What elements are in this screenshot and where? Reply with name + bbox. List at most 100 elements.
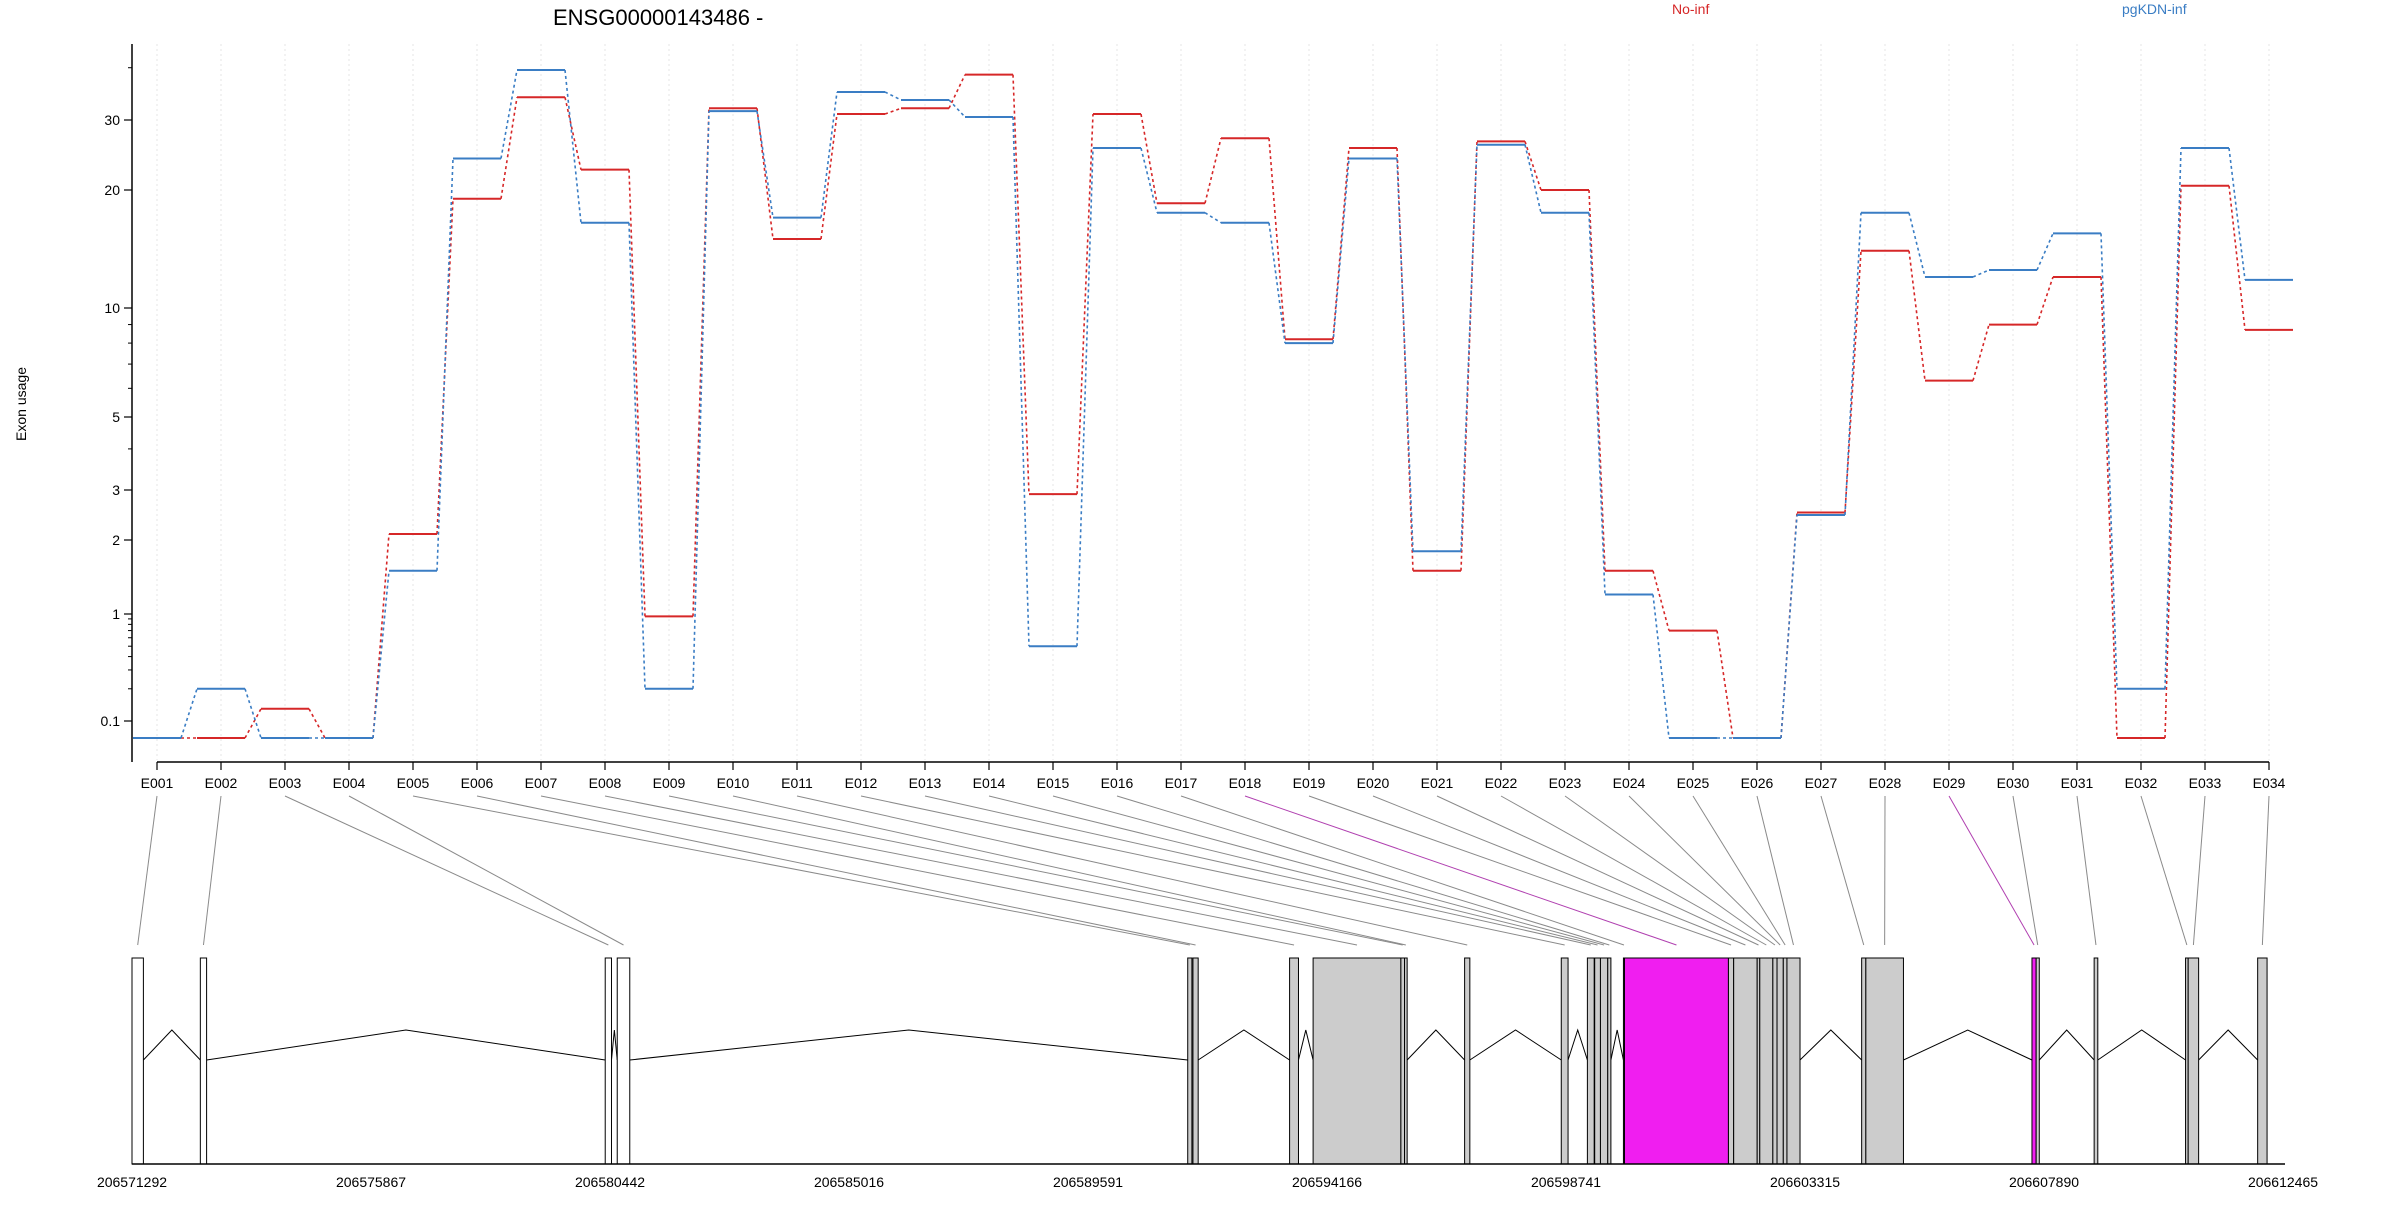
coordinate-tick-label: 206612465 bbox=[2248, 1174, 2318, 1190]
exon-box bbox=[1624, 958, 1728, 1164]
exon-label: E008 bbox=[589, 775, 622, 791]
exon-box bbox=[1773, 958, 1777, 1164]
exon-connector bbox=[138, 796, 157, 945]
series-connector bbox=[1333, 159, 1349, 344]
intron bbox=[1470, 1030, 1561, 1060]
coordinate-tick-label: 206589591 bbox=[1053, 1174, 1123, 1190]
exon-connector bbox=[413, 796, 1190, 945]
intron bbox=[1298, 1030, 1313, 1060]
exon-connector bbox=[1629, 796, 1780, 945]
series-No-inf bbox=[133, 75, 2293, 738]
y-axis-label: Exon usage bbox=[13, 367, 29, 441]
coordinate-tick-label: 206603315 bbox=[1770, 1174, 1840, 1190]
series-pgKDN-inf bbox=[133, 70, 2293, 738]
series-connector bbox=[501, 97, 517, 198]
exon-label: E019 bbox=[1293, 775, 1326, 791]
exon-label: E018 bbox=[1229, 775, 1262, 791]
exon-connector bbox=[861, 796, 1565, 945]
exon-box bbox=[1290, 958, 1299, 1164]
coordinate-tick-label: 206607890 bbox=[2009, 1174, 2079, 1190]
series-connector bbox=[1269, 138, 1285, 339]
series-connector bbox=[1845, 251, 1861, 513]
exon-label: E027 bbox=[1805, 775, 1838, 791]
intron bbox=[1568, 1030, 1587, 1060]
series-connector bbox=[1973, 325, 1989, 381]
series-connector bbox=[1589, 213, 1605, 595]
series-connector bbox=[2037, 233, 2053, 270]
exon-connector bbox=[1373, 796, 1745, 945]
exon-box bbox=[1760, 958, 1773, 1164]
series-lines bbox=[133, 70, 2293, 738]
intron bbox=[1800, 1030, 1862, 1060]
series-connector bbox=[693, 111, 709, 689]
exon-box bbox=[1193, 958, 1198, 1164]
exon-connector bbox=[605, 796, 1357, 945]
series-connector bbox=[2165, 148, 2181, 689]
series-connector bbox=[821, 114, 837, 239]
exon-label: E017 bbox=[1165, 775, 1198, 791]
series-connector bbox=[1781, 515, 1797, 738]
exon-label: E012 bbox=[845, 775, 878, 791]
y-tick-label: 3 bbox=[112, 482, 120, 498]
exon-box bbox=[1608, 958, 1611, 1164]
exon-box bbox=[1313, 958, 1401, 1164]
exon-label: E010 bbox=[717, 775, 750, 791]
series-connector bbox=[1525, 141, 1541, 190]
exon-box bbox=[1401, 958, 1405, 1164]
series-connector bbox=[565, 97, 581, 169]
series-connector bbox=[821, 92, 837, 218]
coordinate-tick-label: 206585016 bbox=[814, 1174, 884, 1190]
coordinate-tick-label: 206598741 bbox=[1531, 1174, 1601, 1190]
gridlines bbox=[157, 44, 2269, 760]
series-connector bbox=[2165, 186, 2181, 738]
series-connector bbox=[629, 223, 645, 689]
series-connector bbox=[181, 689, 197, 738]
series-connector bbox=[1973, 270, 1989, 277]
exon-box bbox=[1866, 958, 1904, 1164]
series-connector bbox=[245, 689, 261, 738]
exon-label: E003 bbox=[269, 775, 302, 791]
exon-box bbox=[1188, 958, 1192, 1164]
exon-connector bbox=[2262, 796, 2269, 945]
series-connector bbox=[2037, 277, 2053, 325]
exon-box bbox=[2032, 958, 2036, 1164]
exon-label: E015 bbox=[1037, 775, 1070, 791]
intron bbox=[1611, 1030, 1624, 1060]
series-connector bbox=[1077, 148, 1093, 646]
exon-box bbox=[1862, 958, 1866, 1164]
y-tick-label: 10 bbox=[104, 300, 120, 316]
exon-connector bbox=[2077, 796, 2096, 945]
legend-entry: No-inf bbox=[1672, 1, 1709, 17]
coordinate-tick-label: 206575867 bbox=[336, 1174, 406, 1190]
exon-box bbox=[1777, 958, 1783, 1164]
series-connector bbox=[1205, 138, 1221, 203]
legend-entry: pgKDN-inf bbox=[2122, 1, 2187, 17]
series-connector bbox=[949, 75, 965, 109]
y-tick-label: 20 bbox=[104, 182, 120, 198]
series-connector bbox=[309, 709, 325, 738]
exon-connector bbox=[477, 796, 1196, 945]
exon-box bbox=[2258, 958, 2267, 1164]
gene-model bbox=[132, 958, 2267, 1164]
intron bbox=[2039, 1030, 2094, 1060]
exon-box bbox=[2188, 958, 2198, 1164]
exon-box bbox=[1783, 958, 1787, 1164]
exon-label: E004 bbox=[333, 775, 366, 791]
coordinate-tick-label: 206580442 bbox=[575, 1174, 645, 1190]
exon-connector bbox=[925, 796, 1591, 945]
exon-label: E029 bbox=[1933, 775, 1966, 791]
exon-label: E026 bbox=[1741, 775, 1774, 791]
series-connector bbox=[1717, 631, 1733, 738]
exon-box bbox=[200, 958, 206, 1164]
exon-box bbox=[1595, 958, 1601, 1164]
exon-label: E014 bbox=[973, 775, 1006, 791]
exon-label: E002 bbox=[205, 775, 238, 791]
exon-box bbox=[2036, 958, 2039, 1164]
exon-connectors bbox=[138, 796, 2269, 945]
exon-label: E005 bbox=[397, 775, 430, 791]
exon-box bbox=[1728, 958, 1733, 1164]
series-connector bbox=[1653, 595, 1669, 738]
series-connector bbox=[1077, 114, 1093, 494]
